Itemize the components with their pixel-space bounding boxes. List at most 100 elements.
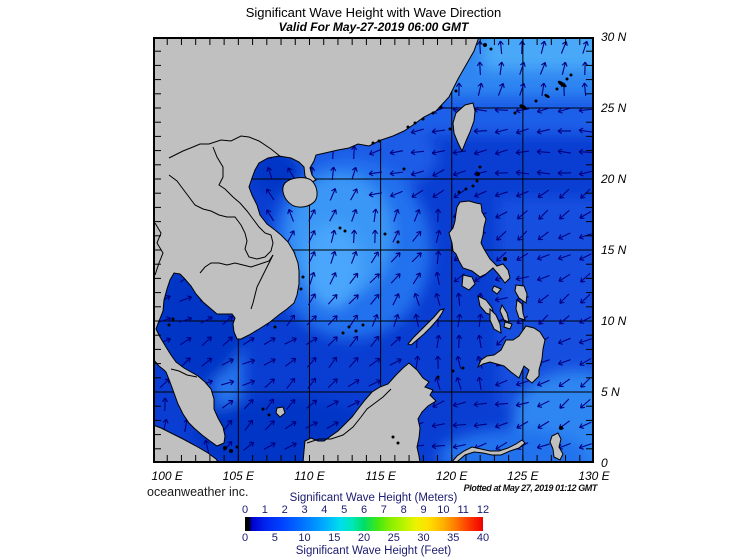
wave-direction-arrow: [559, 398, 570, 409]
wave-direction-arrow: [203, 439, 210, 453]
wave-direction-arrow: [266, 209, 275, 222]
feet-tick-label: 20: [357, 532, 371, 544]
wave-direction-arrow: [393, 313, 400, 327]
wave-direction-arrow: [452, 422, 467, 429]
legend-title-meters: Significant Wave Height (Meters): [289, 492, 458, 504]
wave-direction-arrow: [348, 294, 359, 305]
wave-direction-arrow: [516, 315, 529, 324]
wave-direction-arrow: [495, 441, 508, 450]
wave-direction-arrow: [496, 335, 507, 346]
meters-tick-label: 9: [420, 504, 427, 516]
wave-direction-arrow: [389, 358, 402, 366]
meters-tick-label: 3: [301, 504, 308, 516]
wave-direction-arrow: [497, 82, 505, 96]
wave-direction-arrow: [515, 128, 529, 135]
lat-tick-label: 0: [601, 456, 608, 470]
wave-direction-arrow: [538, 209, 549, 220]
wave-direction-arrow: [477, 313, 484, 328]
legend-title-feet: Significant Wave Height (Feet): [295, 545, 452, 557]
wave-direction-arrow: [539, 61, 547, 75]
wave-direction-arrow: [309, 271, 316, 285]
wave-direction-arrow: [180, 357, 191, 368]
wave-direction-arrow: [497, 40, 504, 55]
wave-direction-arrow: [410, 149, 425, 156]
wave-direction-arrow: [392, 230, 400, 243]
wave-direction-arrow: [494, 422, 508, 429]
wave-direction-arrow: [452, 401, 466, 408]
wave-direction-arrow: [243, 441, 255, 451]
wave-direction-arrow: [329, 188, 337, 201]
wave-direction-arrow: [495, 211, 508, 219]
wave-direction-arrow: [559, 293, 570, 304]
wave-direction-arrow: [330, 166, 337, 181]
title-block: Significant Wave Height with Wave Direct…: [153, 5, 594, 34]
feet-tick-label: 5: [271, 532, 278, 544]
wave-direction-arrow: [242, 358, 256, 365]
wave-direction-arrow: [517, 230, 528, 241]
wave-direction-arrow: [370, 293, 380, 305]
wave-direction-arrow: [393, 208, 400, 222]
plotted-at-text: Plotted at May 27, 2019 01:12 GMT: [463, 483, 598, 493]
wave-direction-arrow: [201, 336, 212, 347]
wave-direction-arrow: [349, 272, 359, 284]
wave-direction-arrow: [412, 230, 422, 242]
wave-direction-arrow: [561, 61, 568, 75]
feet-tick-label: 0: [241, 532, 249, 544]
meters-tick-label: 2: [281, 504, 288, 516]
island-mindanao: [476, 325, 546, 384]
wave-direction-arrow: [326, 421, 339, 429]
wave-direction-arrow: [495, 379, 508, 387]
wave-direction-arrow: [329, 272, 337, 285]
wave-direction-arrow: [476, 334, 483, 349]
wave-direction-arrow: [368, 170, 383, 177]
wave-direction-arrow: [263, 442, 276, 450]
degree-tick-marks: [155, 39, 592, 461]
feet-tick-label: 15: [328, 532, 341, 544]
lon-tick-label: 120 E: [436, 469, 468, 483]
wave-direction-arrow: [201, 357, 213, 367]
wave-direction-arrow: [515, 149, 530, 156]
wave-direction-arrow: [285, 357, 297, 367]
feet-tick-label: 40: [476, 532, 490, 544]
wave-direction-arrow: [330, 229, 337, 243]
wave-direction-arrow: [370, 251, 379, 264]
wave-direction-arrow: [162, 397, 169, 412]
wave-direction-arrow: [308, 251, 316, 264]
wave-direction-arrow: [580, 377, 591, 388]
wave-direction-arrow: [536, 148, 551, 155]
wave-direction-arrow: [306, 356, 317, 368]
wave-direction-arrow: [370, 335, 380, 347]
wave-direction-arrow: [494, 106, 509, 113]
island-masbate: [491, 285, 502, 295]
island-leyte: [515, 299, 526, 321]
island-palawan: [407, 308, 445, 346]
wave-direction-arrow: [351, 229, 358, 244]
wave-direction-arrow: [557, 107, 571, 114]
wave-direction-arrow: [516, 190, 529, 198]
wave-direction-arrow: [557, 148, 571, 155]
wave-direction-arrow: [540, 40, 547, 54]
wave-direction-arrow: [287, 230, 295, 243]
lat-tick-label: 25 N: [601, 101, 627, 115]
wave-direction-arrow: [557, 254, 571, 261]
wave-direction-arrow: [286, 377, 296, 389]
meters-tick-label: 4: [321, 504, 328, 516]
wave-direction-arrow: [389, 170, 404, 177]
wave-direction-arrow: [263, 358, 276, 366]
credit-text: oceanweather inc.: [147, 485, 249, 499]
wave-direction-arrow: [536, 253, 550, 261]
island-mindoro: [461, 274, 476, 291]
wave-direction-arrow: [558, 315, 570, 325]
lon-tick-label: 100 E: [151, 469, 183, 483]
wave-direction-arrow: [413, 208, 421, 222]
wave-direction-arrow: [537, 189, 550, 198]
wave-direction-arrow: [266, 166, 273, 180]
wave-direction-arrow: [453, 189, 465, 199]
island-negros: [489, 307, 502, 334]
wave-direction-arrow: [435, 208, 442, 223]
meters-tick-label: 5: [341, 504, 348, 516]
wave-direction-arrow: [494, 149, 508, 156]
wave-direction-arrow: [350, 188, 358, 201]
wave-direction-arrow: [452, 149, 467, 156]
